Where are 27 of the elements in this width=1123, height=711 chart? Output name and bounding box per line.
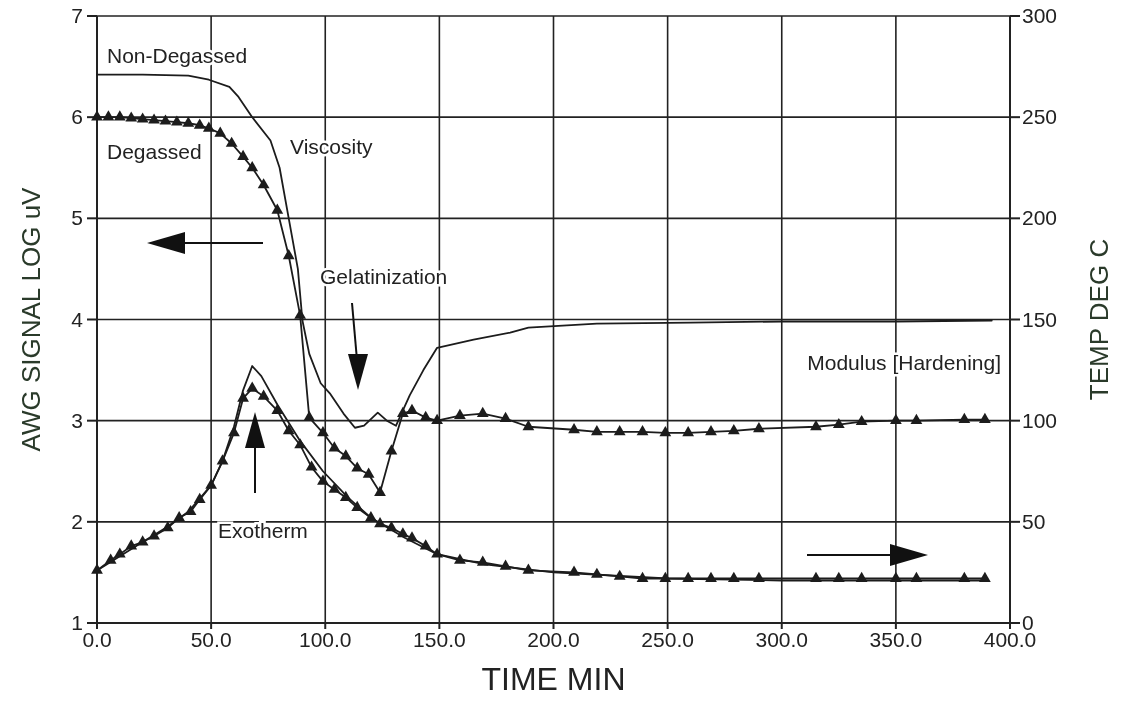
y2-tick-label: 300 [1022,4,1058,27]
y2-tick-label: 0 [1022,611,1034,634]
x-tick-label: 300.0 [755,628,809,651]
y-tick-label: 2 [71,509,83,533]
x-tick-label: 350.0 [869,628,923,651]
y-tick-label: 4 [71,307,84,331]
y2-tick-label: 250 [1022,105,1058,129]
y2-tick-label: 100 [1022,408,1058,432]
series-label: Degassed [107,140,202,164]
y2-tick-label: 200 [1022,206,1058,230]
y-tick-label: 1 [71,611,83,634]
x-tick-label: 150.0 [413,628,466,651]
y-tick-label: 6 [71,105,83,129]
y-tick-label: 7 [71,4,83,27]
y2-tick-label: 50 [1022,509,1046,533]
annotation: Exotherm [218,519,308,542]
x-axis-title: TIME MIN [481,661,626,697]
y-tick-label: 5 [71,206,83,230]
y-tick-label: 3 [71,408,83,432]
y2-tick-label: 150 [1022,307,1058,331]
x-tick-label: 0.0 [82,628,112,651]
x-tick-label: 250.0 [641,628,694,651]
x-tick-label: 50.0 [190,628,232,651]
x-tick-label: 100.0 [298,628,352,651]
y-axis-title: AWG SIGNAL LOG uV [16,186,46,452]
x-tick-label: 200.0 [527,628,580,651]
y2-axis-title: TEMP DEG C [1084,238,1114,401]
